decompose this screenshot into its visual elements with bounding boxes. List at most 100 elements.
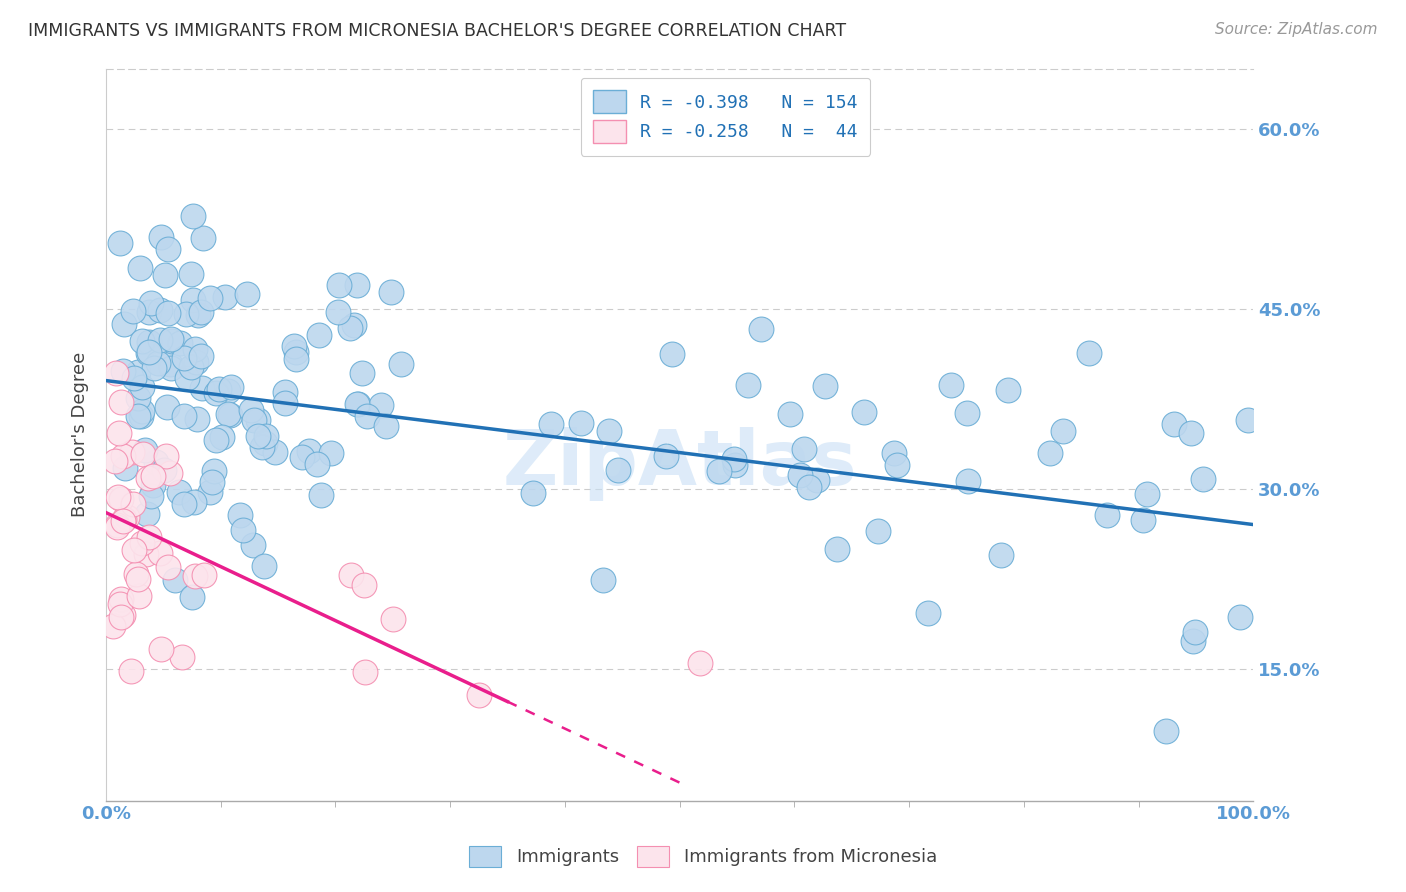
Point — [661, 347, 683, 361]
Point — [852, 405, 875, 419]
Point — [131, 334, 153, 348]
Point — [107, 490, 129, 504]
Point — [111, 449, 134, 463]
Point — [152, 463, 174, 477]
Point — [129, 409, 152, 423]
Point — [569, 417, 592, 431]
Point — [120, 664, 142, 678]
Point — [204, 434, 226, 448]
Point — [217, 407, 239, 421]
Point — [724, 458, 747, 472]
Point — [121, 445, 143, 459]
Point — [160, 334, 183, 348]
Point — [814, 379, 837, 393]
Point — [153, 268, 176, 282]
Point — [354, 665, 377, 679]
Point — [825, 542, 848, 557]
Point — [160, 361, 183, 376]
Text: Source: ZipAtlas.com: Source: ZipAtlas.com — [1215, 22, 1378, 37]
Point — [606, 463, 628, 477]
Point — [389, 357, 412, 371]
Point — [540, 417, 562, 431]
Point — [105, 518, 128, 533]
Point — [198, 292, 221, 306]
Point — [190, 349, 212, 363]
Point — [186, 412, 208, 426]
Point — [298, 444, 321, 458]
Point — [129, 261, 152, 276]
Point — [205, 385, 228, 400]
Point — [1039, 446, 1062, 460]
Point — [263, 444, 285, 458]
Point — [737, 378, 759, 392]
Point — [208, 382, 231, 396]
Point — [1192, 472, 1215, 486]
Point — [176, 370, 198, 384]
Legend: Immigrants, Immigrants from Micronesia: Immigrants, Immigrants from Micronesia — [461, 838, 945, 874]
Point — [157, 306, 180, 320]
Point — [253, 558, 276, 573]
Point — [1095, 508, 1118, 522]
Point — [136, 471, 159, 485]
Point — [886, 458, 908, 472]
Point — [155, 449, 177, 463]
Point — [138, 344, 160, 359]
Point — [1184, 625, 1206, 640]
Point — [108, 425, 131, 440]
Point — [779, 407, 801, 421]
Point — [328, 304, 350, 318]
Point — [124, 370, 146, 384]
Point — [198, 485, 221, 500]
Point — [253, 436, 276, 450]
Point — [321, 446, 343, 460]
Point — [149, 302, 172, 317]
Point — [139, 296, 162, 310]
Point — [149, 334, 172, 348]
Point — [136, 346, 159, 360]
Point — [127, 409, 149, 424]
Point — [1236, 413, 1258, 427]
Point — [883, 445, 905, 459]
Point — [104, 453, 127, 467]
Point — [202, 465, 225, 479]
Point — [142, 360, 165, 375]
Point — [723, 451, 745, 466]
Point — [274, 396, 297, 410]
Point — [135, 547, 157, 561]
Point — [180, 267, 202, 281]
Point — [103, 619, 125, 633]
Point — [328, 277, 350, 292]
Point — [243, 413, 266, 427]
Point — [309, 487, 332, 501]
Point — [165, 573, 187, 587]
Point — [172, 649, 194, 664]
Point — [136, 507, 159, 521]
Point — [132, 447, 155, 461]
Point — [131, 536, 153, 550]
Point — [283, 338, 305, 352]
Point — [159, 332, 181, 346]
Point — [806, 473, 828, 487]
Text: IMMIGRANTS VS IMMIGRANTS FROM MICRONESIA BACHELOR'S DEGREE CORRELATION CHART: IMMIGRANTS VS IMMIGRANTS FROM MICRONESIA… — [28, 22, 846, 40]
Point — [380, 285, 402, 300]
Point — [375, 419, 398, 434]
Point — [142, 477, 165, 491]
Point — [274, 384, 297, 399]
Point — [941, 377, 963, 392]
Point — [122, 497, 145, 511]
Point — [134, 442, 156, 457]
Point — [114, 461, 136, 475]
Point — [305, 457, 328, 471]
Point — [159, 466, 181, 480]
Point — [340, 567, 363, 582]
Point — [990, 548, 1012, 562]
Point — [131, 380, 153, 394]
Point — [121, 304, 143, 318]
Point — [1163, 417, 1185, 432]
Point — [356, 409, 378, 424]
Point — [242, 538, 264, 552]
Point — [146, 356, 169, 370]
Y-axis label: Bachelor's Degree: Bachelor's Degree — [72, 352, 89, 517]
Point — [219, 380, 242, 394]
Point — [156, 400, 179, 414]
